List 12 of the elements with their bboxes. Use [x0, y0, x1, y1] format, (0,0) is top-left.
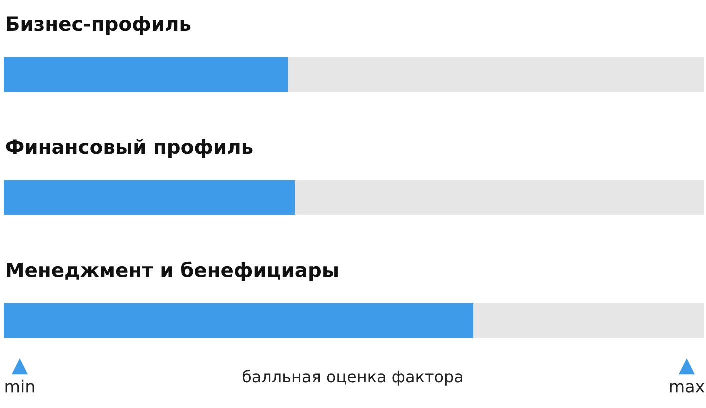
text: min [6, 380, 34, 393]
y-tick-label: Финансовый профиль [6, 139, 253, 158]
bar [474, 303, 704, 338]
y-tick-label: Менеджмент и бенефициары [7, 262, 338, 282]
bar [4, 180, 296, 216]
bar [288, 57, 704, 92]
text: max [670, 383, 705, 393]
bar [4, 57, 288, 92]
x-axis-title: балльная оценка фактора [242, 370, 462, 386]
bar [4, 303, 474, 338]
bar [295, 180, 704, 216]
y-tick-label: Бизнес-профиль [7, 16, 191, 36]
